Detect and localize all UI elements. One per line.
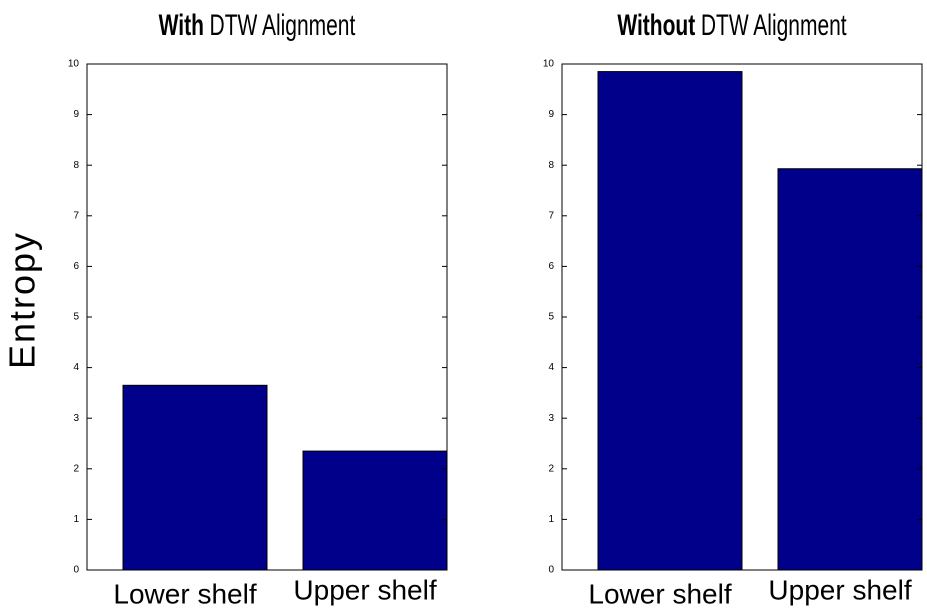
y-tick-label: 2 (548, 463, 554, 474)
title-part: DTW Alignment (210, 9, 356, 41)
title-part: With (159, 9, 204, 41)
x-tick-label: Upper shelf (293, 574, 436, 605)
y-axis-label: Entropy (2, 231, 43, 369)
y-tick-label: 10 (543, 59, 555, 70)
bar (302, 450, 448, 571)
y-tick-label: 10 (68, 59, 80, 70)
y-tick-label: 0 (73, 565, 79, 576)
y-tick-label: 9 (548, 109, 554, 120)
y-tick-label: 2 (73, 463, 79, 474)
chart: Without DTW Alignment Lower shelf Upper she… (543, 9, 923, 609)
x-tick-label: Lower shelf (113, 578, 256, 609)
y-tick-label: 5 (548, 312, 554, 323)
y-tick-label: 8 (73, 160, 79, 171)
chart-title: Without DTW Alignment (617, 9, 846, 41)
y-tick-label: 9 (73, 109, 79, 120)
title-part: Without (617, 9, 695, 41)
y-tick-label: 6 (73, 261, 79, 272)
y-tick-label: 5 (73, 312, 79, 323)
y-tick-label: 3 (73, 413, 79, 424)
y-tick-label: 1 (73, 514, 79, 525)
bar (597, 71, 743, 571)
y-tick-label: 4 (73, 362, 79, 373)
y-tick-label: 7 (548, 210, 554, 221)
y-tick-label: 6 (548, 261, 554, 272)
y-tick-label: 8 (548, 160, 554, 171)
bar (122, 384, 268, 571)
chart: With DTW Alignment Entropy Lower shelf Upper… (2, 9, 448, 609)
y-tick-label: 3 (548, 413, 554, 424)
y-tick-label: 4 (548, 362, 554, 373)
y-tick-label: 7 (73, 210, 79, 221)
x-tick-label: Upper shelf (768, 574, 911, 605)
x-tick-label: Lower shelf (588, 578, 731, 609)
title-part: DTW Alignment (701, 9, 847, 41)
y-tick-label: 0 (548, 565, 554, 576)
bar (777, 168, 923, 571)
y-tick-label: 1 (548, 514, 554, 525)
chart-title: With DTW Alignment (159, 9, 356, 41)
